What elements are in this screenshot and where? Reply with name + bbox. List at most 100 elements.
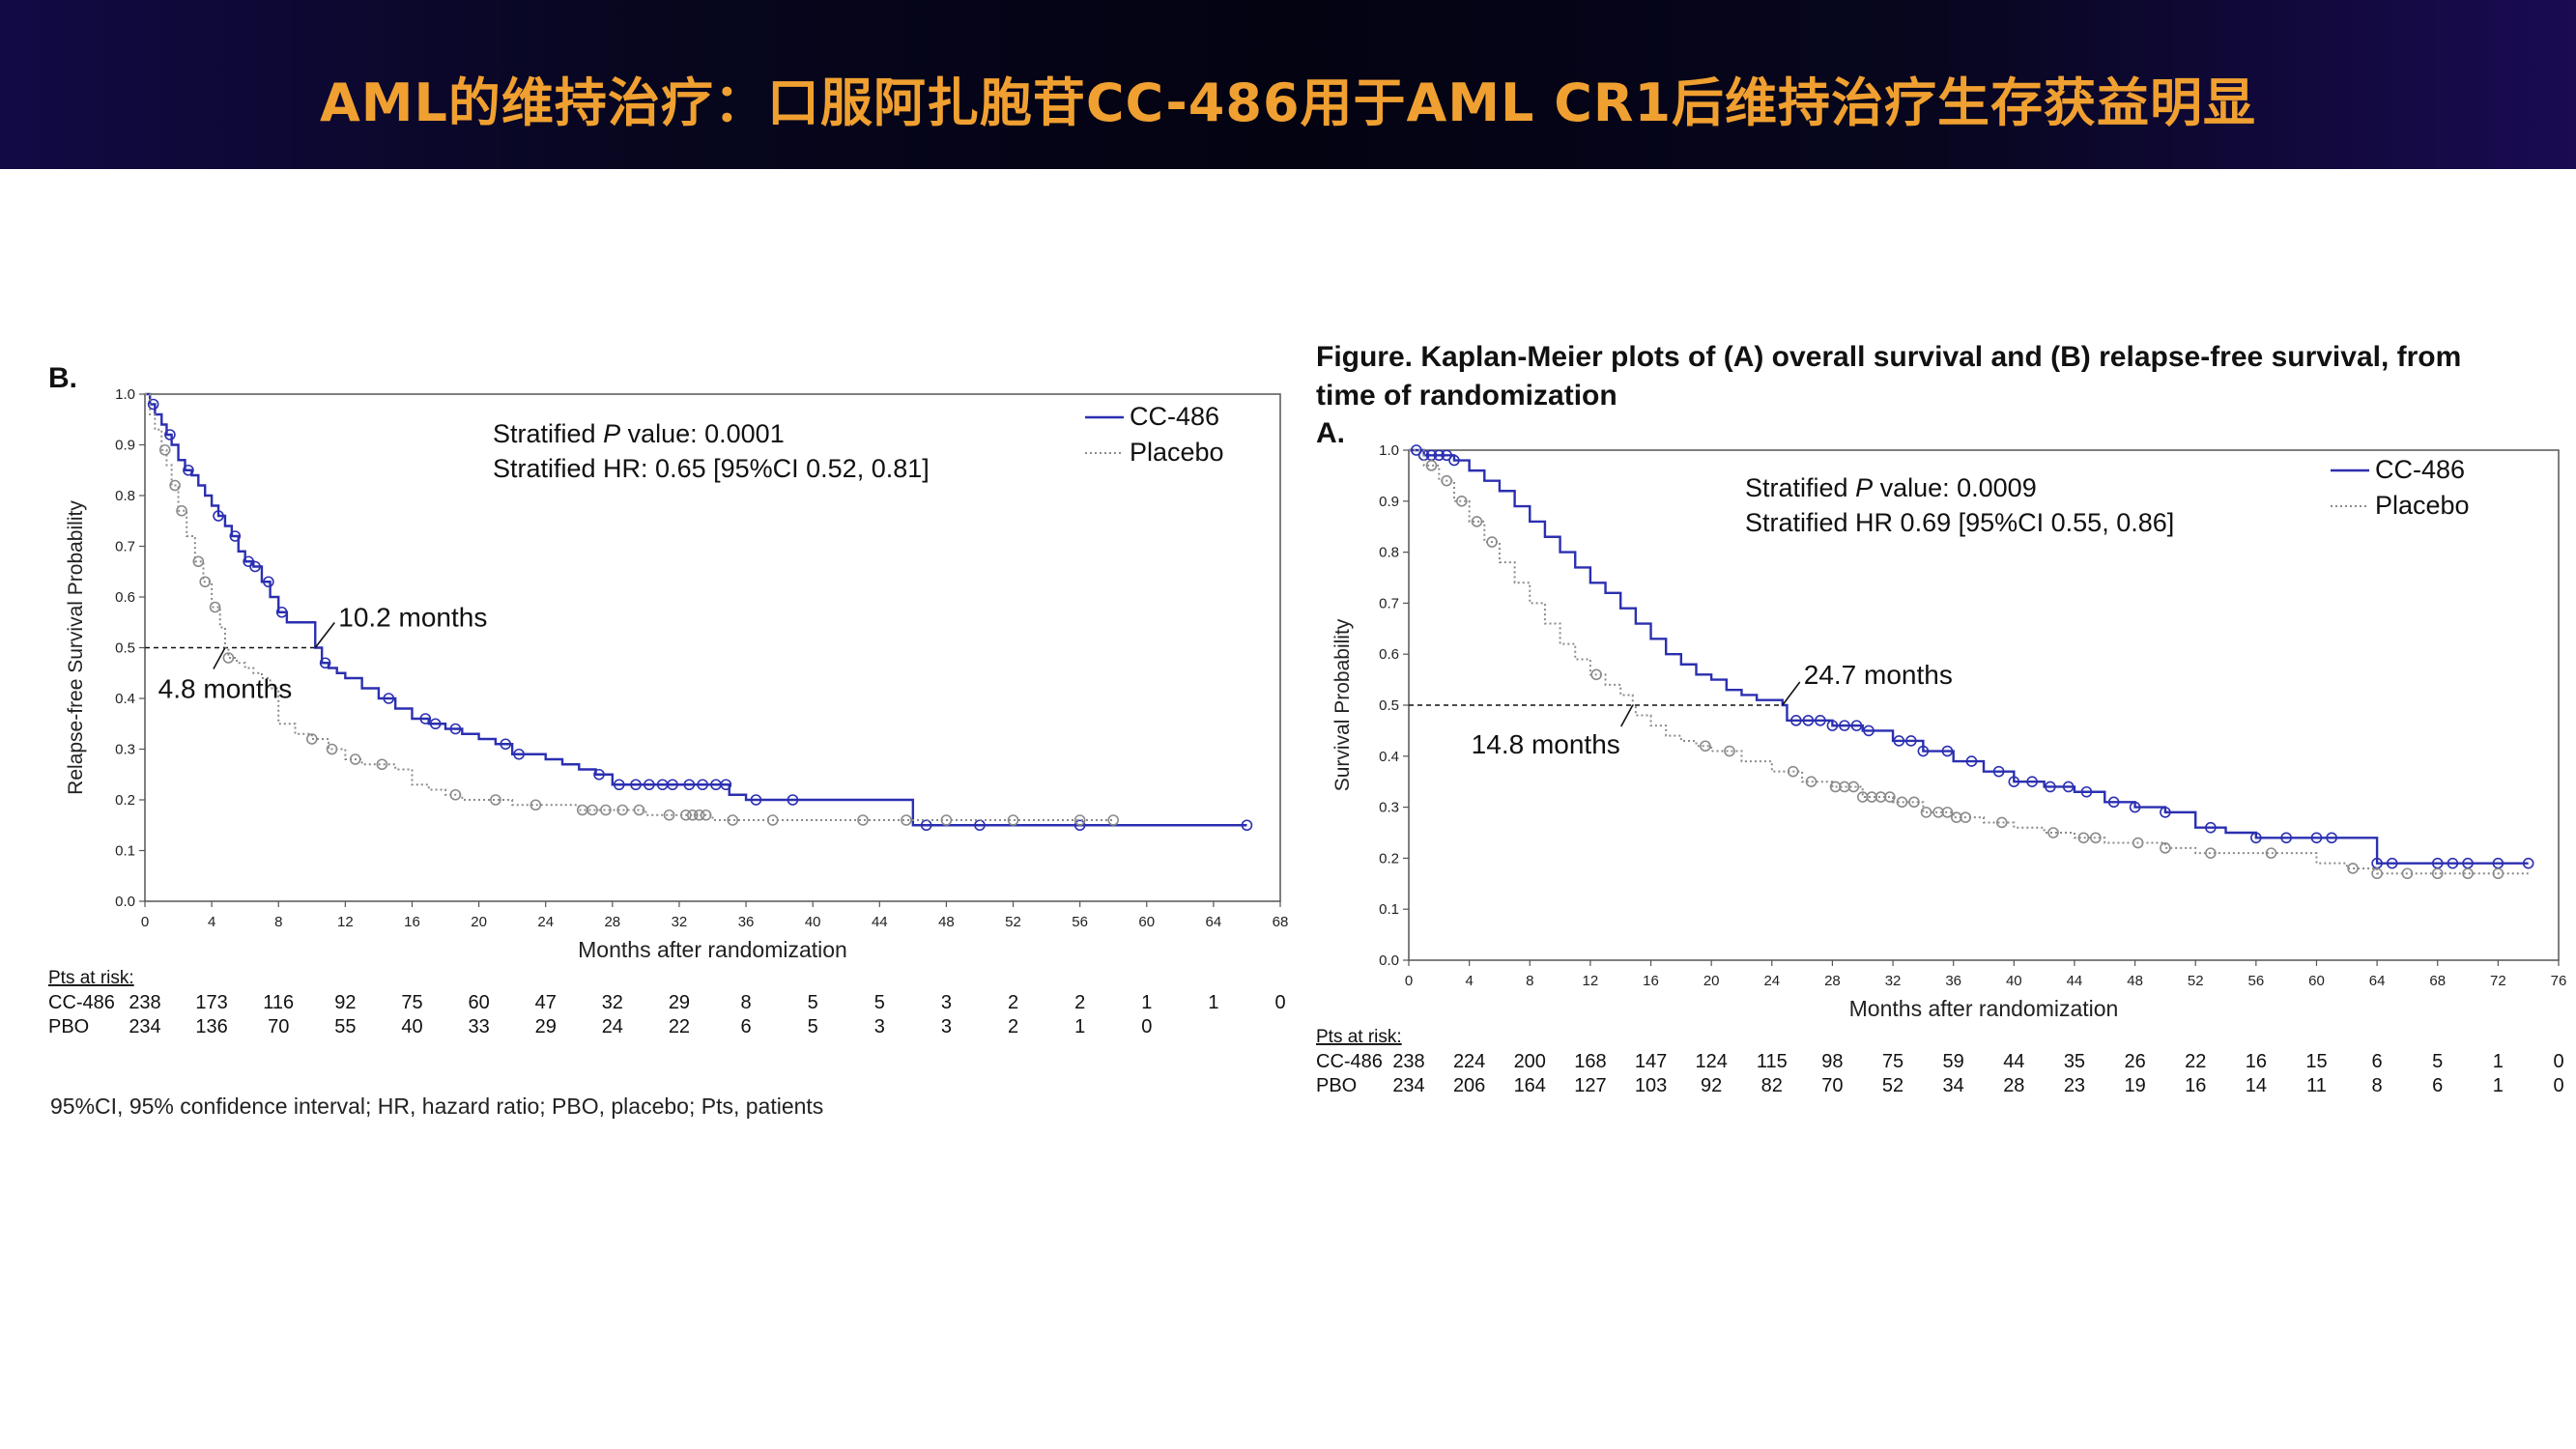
censor-mark	[2492, 867, 2504, 880]
y-axis-label: Relapse-free Survival Probability	[65, 500, 87, 795]
risk-count: 11	[2306, 1075, 2327, 1096]
censor-mark	[1790, 715, 1802, 726]
legend-label: CC-486	[2375, 455, 2465, 484]
censor-mark	[600, 804, 612, 816]
censor-mark	[766, 814, 779, 826]
censor-mark	[693, 809, 705, 821]
censor-mark	[2107, 796, 2120, 809]
censor-mark	[974, 819, 986, 832]
censor-mark	[686, 809, 699, 821]
censor-mark	[2386, 857, 2398, 869]
censor-mark	[2326, 832, 2337, 844]
censor-mark	[1847, 781, 1860, 793]
y-axis-label: Survival Probability	[1331, 618, 1354, 791]
y-tick-label: 0.2	[115, 792, 135, 809]
panel-label-a: A.	[1316, 417, 1345, 449]
censor-mark	[1884, 791, 1896, 803]
y-tick-label: 0.1	[1379, 901, 1399, 918]
censor-mark	[1850, 720, 1863, 731]
censor-mark	[209, 601, 221, 613]
x-tick-label: 36	[738, 914, 755, 930]
x-tick-label: 8	[1526, 973, 1533, 989]
x-tick-label: 24	[1763, 973, 1780, 989]
y-tick-label: 0.7	[115, 539, 135, 555]
risk-count: 6	[740, 1016, 751, 1037]
risk-count: 1	[2493, 1051, 2504, 1072]
censor-mark	[1787, 765, 1799, 778]
y-tick-label: 0.4	[115, 691, 135, 707]
risk-count: 26	[2124, 1051, 2145, 1072]
risk-count: 14	[2246, 1075, 2267, 1096]
x-tick-label: 32	[1885, 973, 1902, 989]
risk-count: 5	[874, 992, 885, 1013]
censor-mark	[2205, 847, 2217, 859]
censor-mark	[613, 779, 625, 791]
censor-mark	[1700, 740, 1711, 753]
x-tick-label: 60	[2308, 973, 2325, 989]
censor-mark	[2250, 832, 2262, 844]
censor-mark	[164, 429, 176, 440]
risk-count: 0	[1274, 992, 1285, 1013]
censor-mark	[349, 753, 361, 765]
censor-mark	[2045, 781, 2056, 793]
censor-mark	[787, 794, 799, 806]
censor-mark	[383, 693, 395, 704]
censor-mark	[213, 510, 224, 522]
x-tick-label: 48	[938, 914, 955, 930]
x-tick-label: 52	[2188, 973, 2204, 989]
risk-count: 224	[1453, 1051, 1485, 1072]
y-tick-label: 0.1	[115, 843, 135, 860]
censor-mark	[940, 814, 953, 826]
x-tick-label: 4	[1465, 973, 1473, 989]
risk-count: 2	[1074, 992, 1085, 1013]
median-label: 14.8 months	[1472, 729, 1620, 759]
legend-label: Placebo	[2375, 491, 2470, 520]
x-tick-label: 44	[2067, 973, 2083, 989]
censor-mark	[1908, 796, 1920, 809]
risk-count: 3	[874, 1016, 885, 1037]
risk-count: 35	[2064, 1051, 2085, 1072]
risk-count: 16	[2246, 1051, 2267, 1072]
x-tick-label: 16	[404, 914, 420, 930]
risk-count: 116	[263, 992, 294, 1013]
x-tick-label: 8	[274, 914, 282, 930]
risk-count: 5	[2432, 1051, 2443, 1072]
legend-label: CC-486	[1130, 402, 1219, 431]
risk-count: 0	[2553, 1051, 2563, 1072]
censor-mark	[1863, 724, 1875, 737]
x-tick-label: 16	[1643, 973, 1659, 989]
y-tick-label: 1.0	[1379, 442, 1399, 459]
censor-mark	[2160, 807, 2171, 818]
censor-mark	[183, 464, 194, 476]
risk-row-label: CC-486	[48, 992, 115, 1013]
risk-count: 59	[1943, 1051, 1964, 1072]
censor-mark	[1456, 496, 1468, 507]
censor-mark	[1007, 814, 1019, 826]
median-label: 4.8 months	[158, 674, 293, 704]
censor-mark	[1941, 745, 1954, 757]
censor-mark	[1805, 776, 1818, 788]
risk-count: 92	[1701, 1075, 1722, 1096]
x-tick-label: 40	[805, 914, 821, 930]
censor-mark	[667, 779, 678, 791]
risk-count: 22	[2185, 1051, 2206, 1072]
censor-mark	[229, 530, 242, 542]
risk-count: 115	[1757, 1051, 1788, 1072]
x-tick-label: 20	[471, 914, 487, 930]
censor-mark	[1441, 449, 1452, 462]
risk-count: 44	[2003, 1051, 2024, 1072]
censor-mark	[2129, 801, 2141, 813]
x-tick-label: 28	[604, 914, 620, 930]
censor-mark	[1802, 715, 1815, 726]
censor-mark	[249, 560, 261, 573]
figure-caption: Figure. Kaplan-Meier plots of (A) overal…	[1316, 341, 2462, 412]
risk-count: 8	[2372, 1075, 2383, 1096]
censor-mark	[500, 738, 512, 751]
censor-mark	[2047, 827, 2059, 838]
censor-mark	[1411, 444, 1422, 456]
censor-mark	[158, 443, 171, 456]
y-tick-label: 0.0	[1379, 952, 1399, 969]
x-tick-label: 68	[2429, 973, 2446, 989]
censor-mark	[2062, 781, 2075, 793]
y-tick-label: 0.0	[115, 894, 135, 910]
